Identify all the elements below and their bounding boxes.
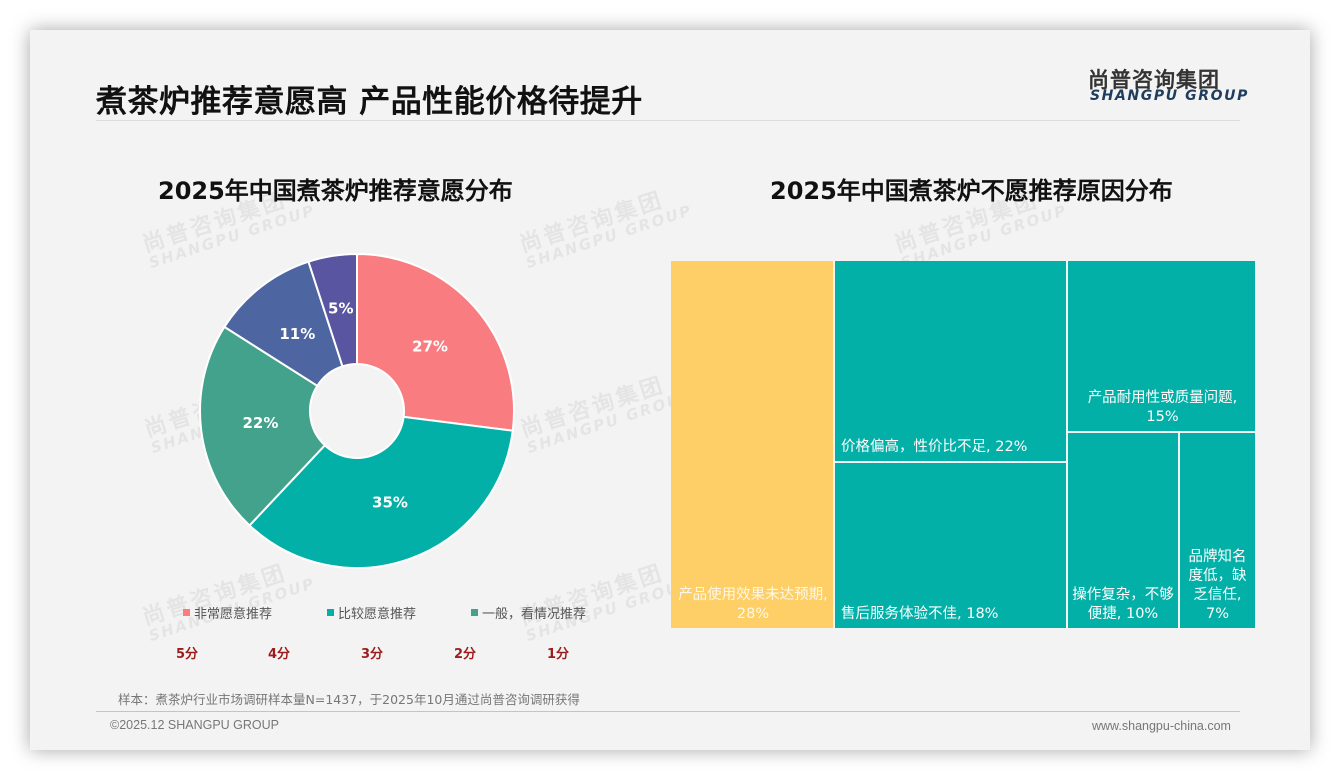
legend-swatch xyxy=(471,609,478,616)
score-label: 3分 xyxy=(361,647,384,662)
treemap-cell: 售后服务体验不佳, 18% xyxy=(835,463,1066,628)
donut-slice xyxy=(248,415,514,569)
donut-value-label: 27% xyxy=(412,338,448,356)
score-label: 5分 xyxy=(176,647,199,662)
header-divider xyxy=(96,120,1240,121)
treemap-cell: 产品使用效果未达预期, 28% xyxy=(671,261,833,628)
legend-label: 比较愿意推荐 xyxy=(338,607,417,622)
treemap-cell: 操作复杂，不够便捷, 10% xyxy=(1068,433,1178,628)
donut-value-label: 5% xyxy=(328,300,353,318)
donut-slice xyxy=(223,260,344,388)
donut-chart-title: 2025年中国煮茶炉推荐意愿分布 xyxy=(158,177,513,205)
treemap-cell: 产品耐用性或质量问题, 15% xyxy=(1068,261,1255,431)
copyright: ©2025.12 SHANGPU GROUP xyxy=(110,718,279,732)
score-label: 4分 xyxy=(268,647,291,662)
website-link[interactable]: www.shangpu-china.com xyxy=(1092,719,1231,733)
slide: 尚普咨询集团 SHANGPU GROUP 尚普咨询集团 SHANGPU GROUP … xyxy=(30,30,1310,750)
donut-value-label: 35% xyxy=(372,494,408,512)
legend-swatch xyxy=(327,609,334,616)
legend-item-3: 一般，看情况推荐 xyxy=(471,603,586,622)
donut-slice xyxy=(199,325,327,527)
score-label: 1分 xyxy=(547,647,570,662)
treemap-label: 产品耐用性或质量问题, 15% xyxy=(1087,390,1238,425)
donut-value-label: 22% xyxy=(242,414,278,432)
treemap-chart: 产品使用效果未达预期, 28% 价格偏高，性价比不足, 22% 售后服务体验不佳… xyxy=(30,30,1310,750)
treemap-label: 价格偏高，性价比不足, 22% xyxy=(841,439,1028,455)
treemap-cell: 品牌知名度低，缺乏信任, 7% xyxy=(1180,433,1255,628)
page-title: 煮茶炉推荐意愿高 产品性能价格待提升 xyxy=(96,84,643,120)
donut-labels: 27% 35% 22% 11% 5% xyxy=(242,300,447,512)
donut-slice xyxy=(307,252,358,368)
legend-item-4: 比较愿意推荐 xyxy=(327,603,416,622)
treemap-label: 产品使用效果未达预期, 28% xyxy=(678,587,828,622)
donut-chart: 27% 35% 22% 11% 5% xyxy=(199,252,515,569)
legend-item-5: 非常愿意推荐 xyxy=(183,603,272,622)
treemap-label: 品牌知名度低，缺乏信任, 7% xyxy=(1188,549,1247,622)
donut-value-label: 11% xyxy=(279,325,315,343)
score-label: 2分 xyxy=(454,647,477,662)
donut-slices xyxy=(199,252,515,569)
treemap-label: 操作复杂，不够便捷, 10% xyxy=(1072,587,1174,622)
legend-swatch xyxy=(183,609,190,616)
treemap-chart-title: 2025年中国煮茶炉不愿推荐原因分布 xyxy=(770,177,1173,205)
legend-label: 非常愿意推荐 xyxy=(194,607,273,622)
legend-label: 一般，看情况推荐 xyxy=(482,607,587,622)
logo-cn: 尚普咨询集团 xyxy=(1088,68,1220,92)
treemap-cell: 价格偏高，性价比不足, 22% xyxy=(835,261,1066,461)
donut-slice xyxy=(356,252,515,432)
treemap-label: 售后服务体验不佳, 18% xyxy=(841,606,999,622)
logo-en: SHANGPU GROUP xyxy=(1090,88,1249,104)
sample-note: 样本：煮茶炉行业市场调研样本量N=1437，于2025年10月通过尚普咨询调研获… xyxy=(118,692,580,707)
footer-divider xyxy=(96,711,1240,712)
